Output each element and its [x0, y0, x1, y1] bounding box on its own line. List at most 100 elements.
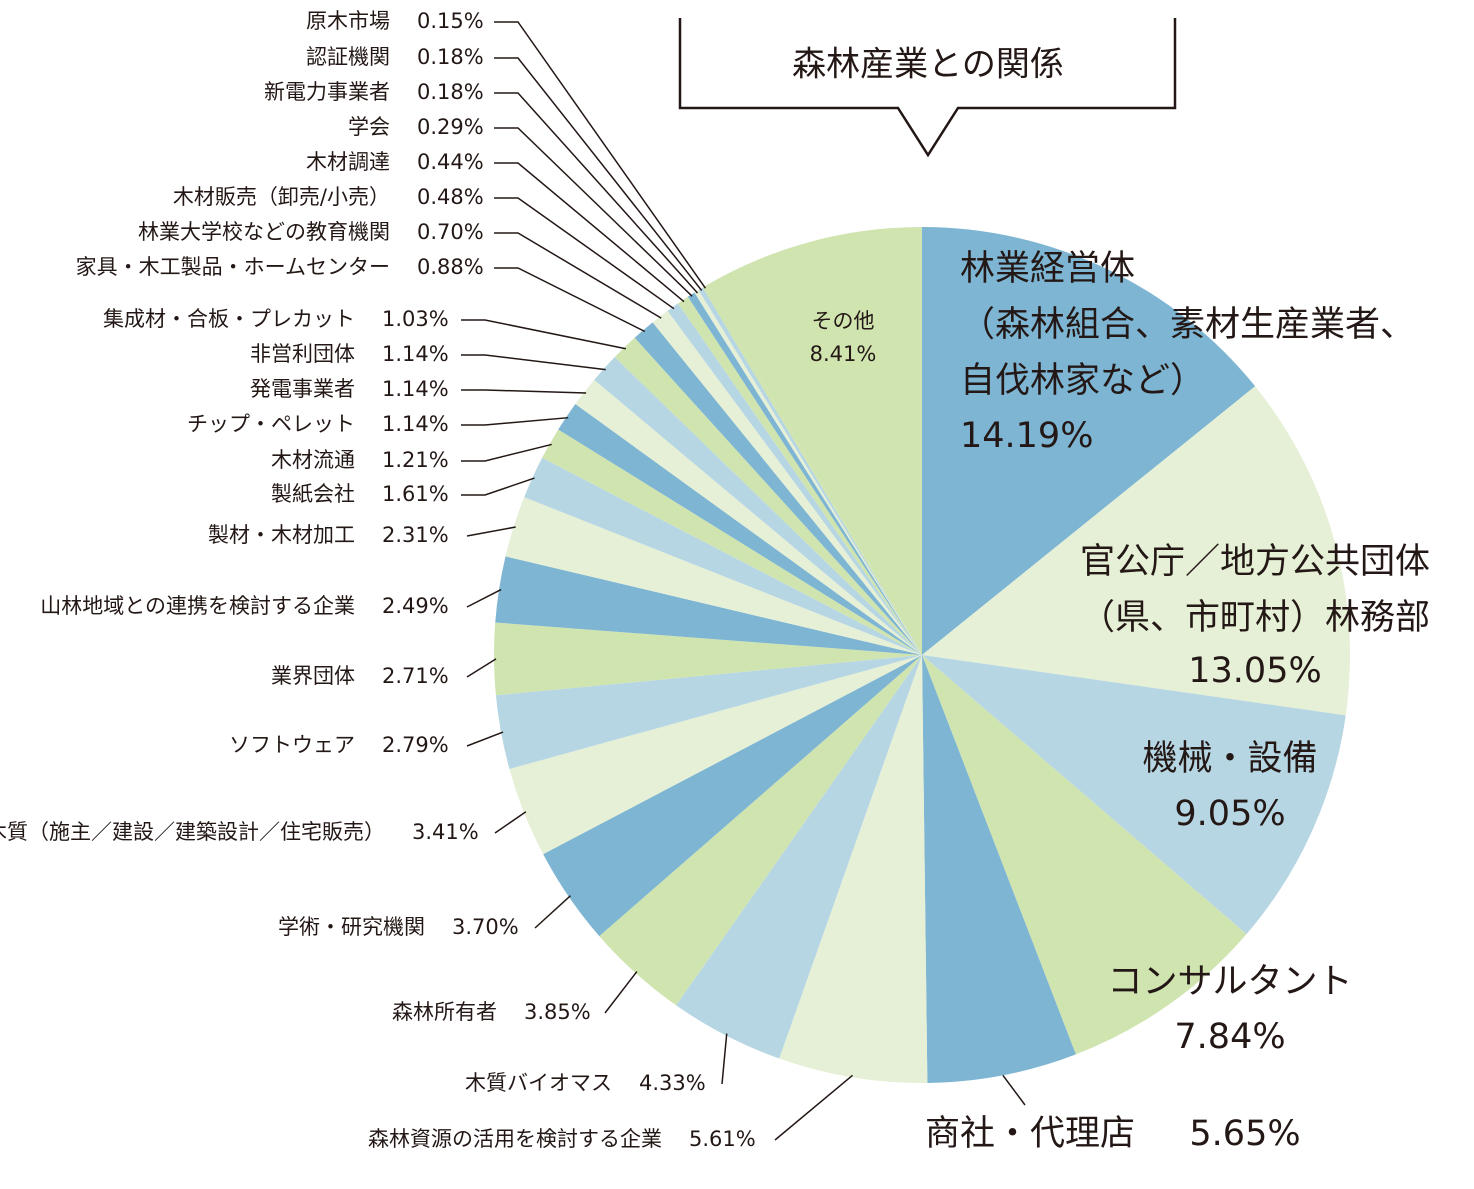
leader-line: [721, 1033, 728, 1085]
pie-slice: [922, 655, 1076, 1083]
slice-label: 家具・木工製品・ホームセンター: [76, 255, 390, 279]
slice-label: 森林資源の活用を検討する企業: [368, 1127, 662, 1151]
pie-slice: [614, 337, 922, 655]
pie-slice: [667, 303, 922, 655]
pie-slice: [599, 655, 922, 1006]
value-label: 4.33%: [639, 1071, 706, 1095]
value-label: 0.18%: [417, 80, 484, 104]
leader-line: [494, 811, 527, 834]
slice-label: 官公庁／地方公共団体（県、市町村）林務部: [1080, 542, 1430, 638]
value-label: 2.31%: [382, 523, 449, 547]
value-label: 1.14%: [382, 412, 449, 436]
value-label: 3.70%: [452, 915, 519, 939]
title-callout: [678, 18, 1177, 158]
slice-label: 非営利団体: [250, 342, 355, 366]
pie-slice: [493, 622, 922, 696]
value-label: 0.29%: [417, 115, 484, 139]
slice-label: 木材流通: [271, 448, 355, 472]
leader-line: [494, 127, 693, 297]
value-label: 0.48%: [417, 185, 484, 209]
value-label: 13.05%: [1188, 651, 1321, 691]
pie-slice: [706, 227, 922, 655]
leader-line: [466, 731, 504, 747]
slice-label: 木質バイオマス: [465, 1071, 612, 1095]
leader-line: [1002, 1074, 1026, 1106]
pie-slice: [676, 655, 922, 1059]
value-label: 9.05%: [1174, 794, 1285, 834]
pie-slice: [505, 497, 922, 655]
leader-line: [466, 588, 502, 608]
value-label: 5.61%: [689, 1127, 756, 1151]
pie-slice: [495, 556, 922, 655]
value-label: 1.03%: [382, 307, 449, 331]
slice-label: 認証機関: [306, 45, 390, 69]
value-label: 0.88%: [417, 255, 484, 279]
value-label: 8.41%: [810, 342, 877, 366]
pie-slice: [922, 386, 1350, 716]
slice-label: 業界団体: [271, 664, 355, 688]
leader-line: [494, 197, 675, 310]
leader-line: [461, 443, 552, 462]
pie-slice: [694, 289, 922, 655]
value-label: 1.14%: [382, 377, 449, 401]
slice-label: その他: [812, 309, 875, 333]
pie-slice: [509, 655, 922, 855]
value-label: 2.79%: [382, 733, 449, 757]
value-label: 3.41%: [412, 820, 479, 844]
slice-label: 製紙会社: [271, 482, 355, 506]
pie-slice: [779, 655, 928, 1083]
slice-label: 山林地域との連携を検討する企業: [40, 594, 355, 618]
leader-line: [461, 389, 587, 394]
value-label: 0.15%: [417, 9, 484, 33]
slice-label: 集成材・合板・プレカット: [103, 307, 355, 331]
value-label: 3.85%: [524, 1000, 591, 1024]
pie-slice: [558, 403, 922, 655]
leader-line: [466, 526, 516, 537]
pie-slice: [698, 287, 922, 655]
pie-slice: [678, 296, 922, 655]
pie-slice: [594, 357, 922, 655]
slice-label: 木材販売（卸売/小売）: [173, 185, 390, 209]
slice-label: 森林所有者: [392, 1000, 497, 1024]
leader-line: [466, 658, 497, 678]
pie-slice: [524, 457, 922, 655]
slice-label: 原木市場: [306, 9, 390, 33]
pie-slice: [922, 227, 1256, 655]
value-label: 2.49%: [382, 594, 449, 618]
leader-line: [461, 354, 606, 371]
value-label: 0.70%: [417, 220, 484, 244]
value-label: 5.65%: [1189, 1114, 1300, 1154]
value-label: 1.61%: [382, 482, 449, 506]
value-label: 0.44%: [417, 150, 484, 174]
value-label: 7.84%: [1174, 1017, 1285, 1057]
leader-line: [494, 267, 646, 333]
pie-slice: [922, 655, 1346, 935]
slice-label: 商社・代理店: [925, 1114, 1135, 1154]
value-label: 1.14%: [382, 342, 449, 366]
pie-slice: [542, 429, 922, 655]
value-label: 1.21%: [382, 448, 449, 472]
pie-slice: [495, 655, 922, 770]
leader-line: [461, 416, 569, 426]
pie-slice: [543, 655, 922, 937]
slice-label: 発電事業者: [250, 377, 355, 401]
slice-label: 新電力事業者: [264, 80, 390, 104]
pie-slice: [634, 322, 922, 655]
leader-line: [494, 57, 703, 291]
leader-line: [494, 232, 662, 319]
pie-slice: [575, 379, 922, 655]
value-label: 2.71%: [382, 664, 449, 688]
leader-line: [494, 92, 699, 294]
leader-line: [494, 21, 707, 289]
leader-line: [774, 1074, 854, 1141]
slice-label: 林業大学校などの教育機関: [138, 220, 390, 244]
leader-line: [461, 319, 627, 350]
slice-label: 学会: [348, 115, 390, 139]
slice-label: ソフトウェア: [229, 733, 355, 757]
slice-label: 木材調達: [306, 150, 390, 174]
slice-label: 機械・設備: [1142, 739, 1317, 779]
pie-slice: [922, 655, 1247, 1055]
leader-line: [534, 895, 571, 929]
leader-line: [604, 971, 638, 1014]
